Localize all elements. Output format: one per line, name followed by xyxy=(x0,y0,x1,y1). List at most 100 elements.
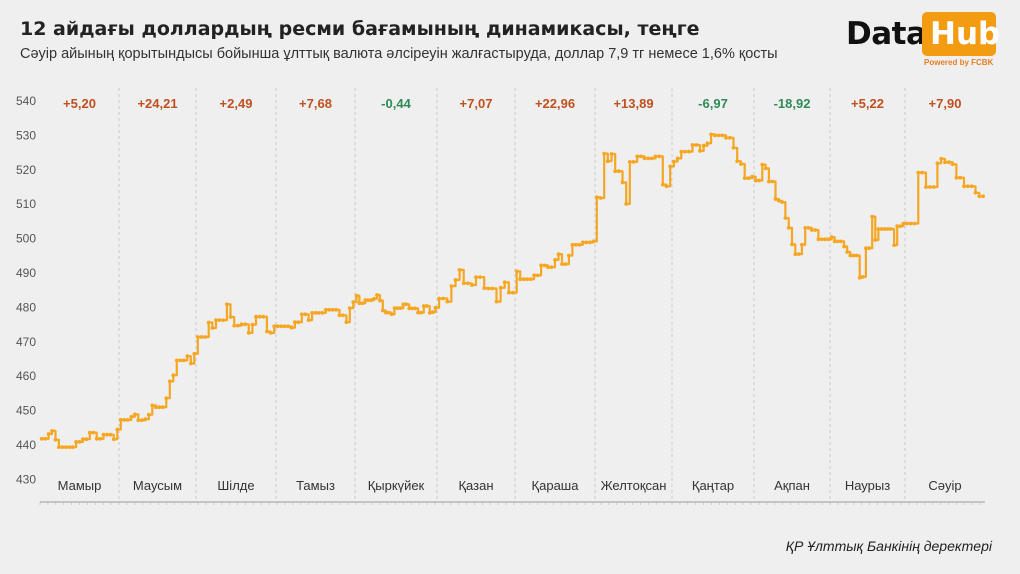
rate-point xyxy=(605,159,610,164)
point-layer xyxy=(39,132,985,449)
rate-point xyxy=(646,156,651,161)
rate-point xyxy=(317,311,321,315)
rate-point xyxy=(701,143,706,148)
rate-point xyxy=(823,237,827,242)
rate-point xyxy=(672,159,676,164)
rate-point xyxy=(372,296,376,301)
month-change-label: +5,20 xyxy=(63,96,96,111)
chart-subtitle: Сәуір айының қорытындысы бойынша ұлттық … xyxy=(20,46,778,62)
rate-point xyxy=(344,320,349,325)
rate-point xyxy=(136,418,141,423)
rate-point xyxy=(63,445,68,449)
y-tick-label: 450 xyxy=(16,404,36,418)
rate-point xyxy=(87,430,92,435)
rate-point xyxy=(366,298,371,303)
rate-point xyxy=(567,253,571,258)
rate-point xyxy=(139,418,144,423)
rate-point xyxy=(773,197,778,201)
rate-point xyxy=(698,149,702,153)
rate-point xyxy=(679,149,684,154)
rate-point xyxy=(885,227,890,231)
month-label: Маусым xyxy=(133,478,182,493)
rate-point xyxy=(74,440,78,444)
rate-point xyxy=(404,302,409,307)
rate-point xyxy=(265,329,269,334)
rate-point xyxy=(977,194,982,199)
label-layer: Мамыр +5,20 Маусым +24,21 Шілде +2,49 Тамыз +7,… xyxy=(58,96,962,493)
rate-point xyxy=(739,162,743,166)
rate-point xyxy=(427,311,432,315)
rate-point xyxy=(122,418,127,422)
rate-point xyxy=(482,286,487,290)
rate-point xyxy=(250,322,255,327)
rate-point xyxy=(591,239,596,244)
rate-point xyxy=(668,164,673,169)
rate-point xyxy=(631,160,636,164)
rate-point xyxy=(383,310,388,315)
rate-point xyxy=(46,432,51,436)
rate-point xyxy=(760,162,765,167)
rate-point xyxy=(518,277,523,282)
rate-point xyxy=(816,237,821,242)
rate-point xyxy=(115,427,120,432)
rate-point xyxy=(767,179,771,184)
rate-point xyxy=(727,135,732,140)
rate-point xyxy=(973,190,978,195)
datahub-logo: Data Hub Powered by FCBK xyxy=(846,12,1000,68)
rate-point xyxy=(181,358,186,363)
rate-point xyxy=(660,182,665,187)
month-label: Наурыз xyxy=(845,478,890,493)
rate-point xyxy=(683,149,687,154)
rate-point xyxy=(793,252,798,256)
rate-point xyxy=(981,194,985,199)
rate-point xyxy=(53,437,58,442)
y-tick-label: 430 xyxy=(16,472,36,486)
rate-point xyxy=(613,169,618,174)
rate-point xyxy=(851,253,856,258)
rate-point xyxy=(299,312,304,317)
rate-point xyxy=(108,432,113,437)
rate-point xyxy=(401,302,406,307)
rate-point xyxy=(780,200,784,205)
rate-point xyxy=(357,301,362,306)
rate-point xyxy=(268,331,273,335)
rate-point xyxy=(539,263,543,268)
rate-point xyxy=(958,175,963,180)
rate-point xyxy=(461,281,466,286)
rate-point xyxy=(528,277,533,282)
rate-point xyxy=(609,152,614,156)
rate-point xyxy=(901,221,906,226)
rate-point xyxy=(839,239,843,244)
rate-point xyxy=(351,300,356,305)
rate-point xyxy=(101,432,106,437)
rate-point xyxy=(261,314,266,319)
rate-point xyxy=(882,227,887,231)
rate-point xyxy=(525,277,530,282)
rate-point xyxy=(70,445,75,449)
rate-point xyxy=(927,185,932,189)
rate-point xyxy=(293,320,297,325)
month-label: Желтоқсан xyxy=(601,478,667,493)
month-change-label: +7,07 xyxy=(460,96,493,111)
rate-point xyxy=(282,324,287,329)
rate-point xyxy=(535,273,540,278)
rate-point xyxy=(879,227,884,231)
grid-layer xyxy=(118,88,906,502)
rate-point xyxy=(969,184,974,189)
rate-point xyxy=(445,299,450,304)
rate-point xyxy=(532,273,536,278)
rate-point xyxy=(421,304,426,308)
rate-point xyxy=(521,277,526,282)
rate-point xyxy=(549,265,554,270)
rate-point xyxy=(210,326,215,330)
rate-point xyxy=(731,145,736,150)
rate-point xyxy=(724,135,728,140)
rate-point xyxy=(77,440,82,444)
rate-point xyxy=(360,301,365,306)
month-label: Мамыр xyxy=(58,478,102,493)
rate-point xyxy=(239,322,244,327)
rate-point xyxy=(257,314,262,319)
y-tick-label: 520 xyxy=(16,163,36,177)
rate-point xyxy=(962,184,966,189)
rate-point xyxy=(506,290,511,295)
